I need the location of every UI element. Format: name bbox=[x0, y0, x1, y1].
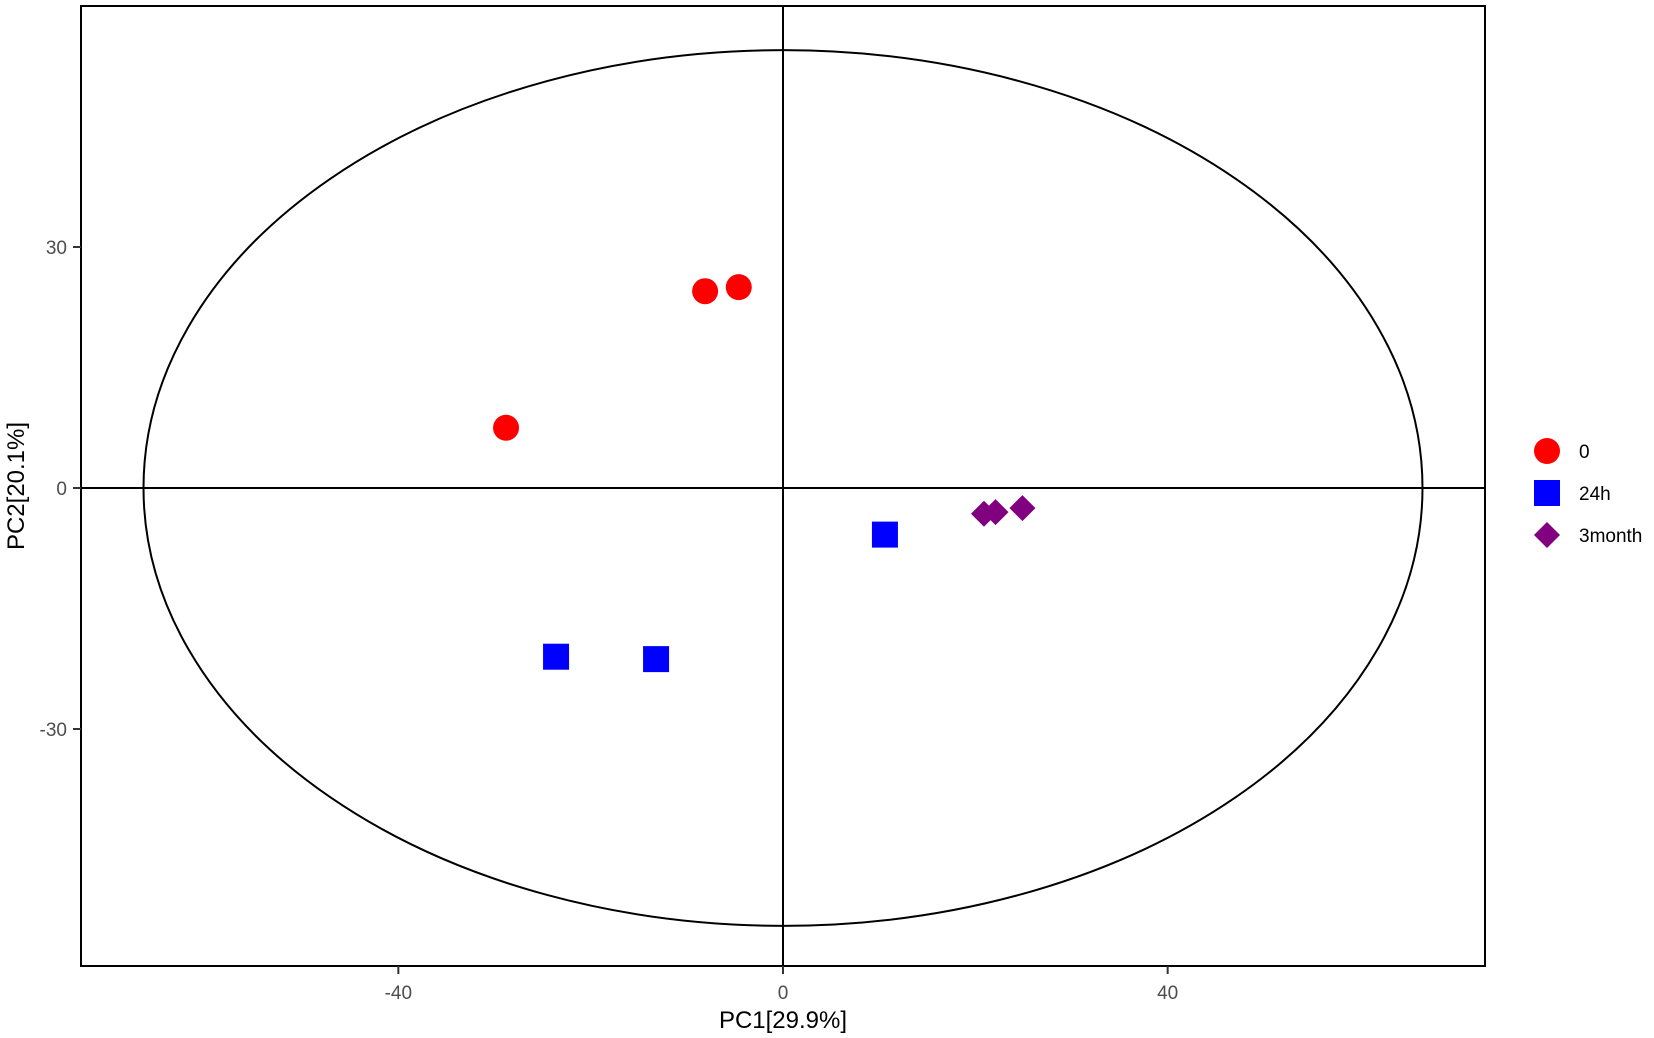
y-tick-label: 0 bbox=[56, 479, 67, 500]
legend-label: 0 bbox=[1579, 442, 1590, 463]
legend-label: 24h bbox=[1579, 484, 1611, 505]
data-points bbox=[493, 274, 1036, 673]
y-axis-ticks: 30 0 -30 bbox=[40, 238, 81, 741]
legend-key-circle bbox=[1534, 438, 1560, 464]
legend-key-diamond bbox=[1534, 522, 1560, 548]
data-point bbox=[543, 643, 570, 670]
legend: 0 24h 3month bbox=[1534, 438, 1642, 548]
legend-key-square bbox=[1534, 480, 1560, 506]
legend-label: 3month bbox=[1579, 526, 1642, 547]
data-point bbox=[725, 274, 752, 301]
x-tick-label: 0 bbox=[778, 983, 789, 1004]
y-tick-label: -30 bbox=[40, 720, 67, 741]
y-axis-title: PC2[20.1%] bbox=[3, 422, 30, 550]
x-axis-ticks: -40 0 40 bbox=[385, 966, 1178, 1004]
y-tick-label: 30 bbox=[46, 238, 67, 259]
data-point bbox=[871, 521, 898, 548]
data-point bbox=[493, 414, 520, 441]
x-tick-label: -40 bbox=[385, 983, 412, 1004]
data-point bbox=[982, 499, 1009, 526]
data-point bbox=[643, 646, 670, 673]
data-point bbox=[692, 278, 719, 305]
data-point bbox=[1009, 495, 1036, 522]
x-tick-label: 40 bbox=[1157, 983, 1178, 1004]
x-axis-title: PC1[29.9%] bbox=[719, 1007, 847, 1034]
